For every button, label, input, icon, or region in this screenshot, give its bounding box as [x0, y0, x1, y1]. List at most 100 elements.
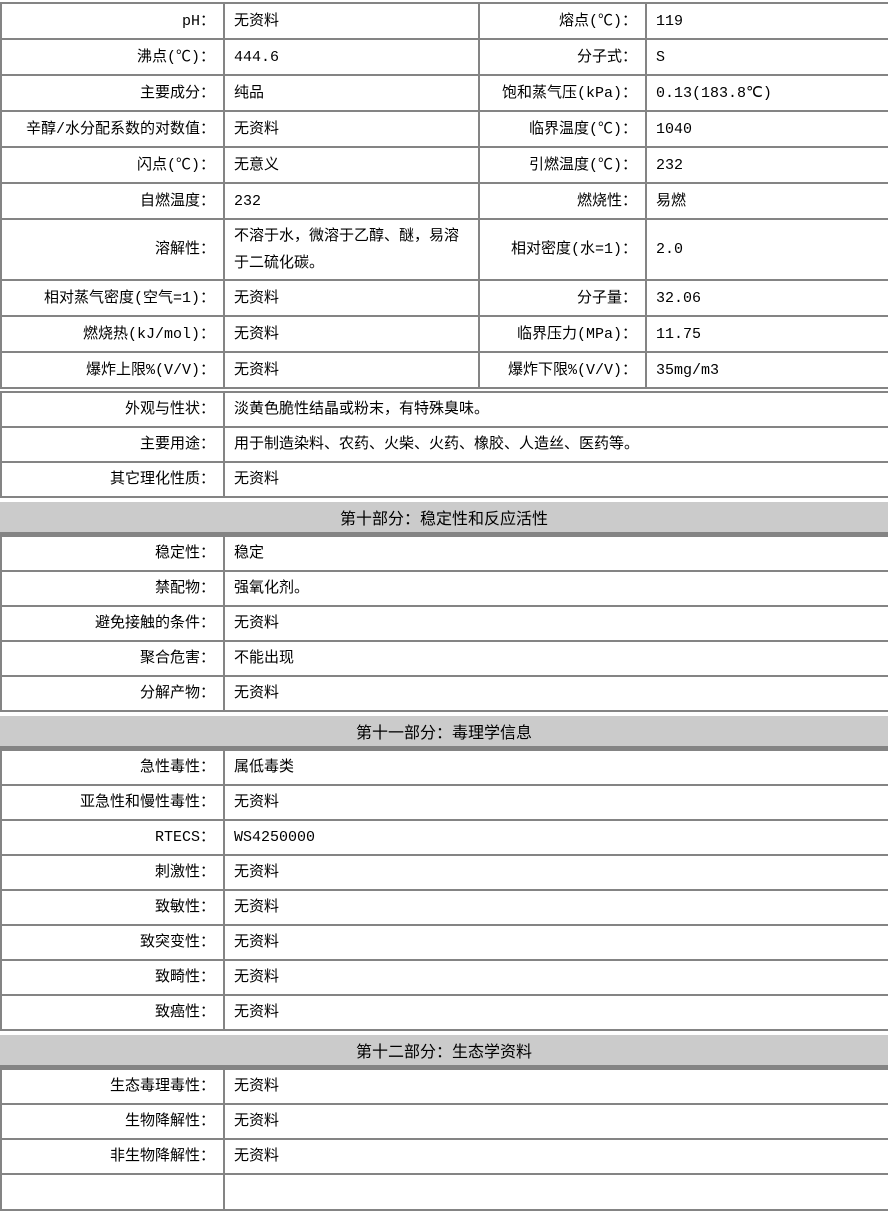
property-value: 119	[645, 2, 888, 40]
property-label: 饱和蒸气压(kPa)：	[478, 74, 647, 112]
property-label: 生物降解性：	[0, 1103, 225, 1140]
appearance-uses-table: 外观与性状： 淡黄色脆性结晶或粉末，有特殊臭味。 主要用途： 用于制造染料、农药…	[0, 391, 888, 498]
table-row: 相对蒸气密度(空气=1)： 无资料 分子量： 32.06	[0, 279, 888, 317]
property-label: 溶解性：	[0, 218, 225, 281]
property-label	[0, 1173, 225, 1211]
table-row: 聚合危害： 不能出现	[0, 640, 888, 677]
table-row: 主要用途： 用于制造染料、农药、火柴、火药、橡胶、人造丝、医药等。	[0, 426, 888, 463]
table-row: 刺激性： 无资料	[0, 854, 888, 891]
property-value: 淡黄色脆性结晶或粉末，有特殊臭味。	[223, 391, 888, 428]
table-row: 禁配物： 强氧化剂。	[0, 570, 888, 607]
table-row: 自燃温度： 232 燃烧性： 易燃	[0, 182, 888, 220]
section-header-part12: 第十二部分：生态学资料	[0, 1035, 888, 1068]
property-label: 熔点(℃)：	[478, 2, 647, 40]
property-label: 生态毒理毒性：	[0, 1068, 225, 1105]
table-row: 爆炸上限%(V/V)： 无资料 爆炸下限%(V/V)： 35mg/m3	[0, 351, 888, 389]
table-row: 闪点(℃)： 无意义 引燃温度(℃)： 232	[0, 146, 888, 184]
property-label: 禁配物：	[0, 570, 225, 607]
table-row: 生物降解性： 无资料	[0, 1103, 888, 1140]
property-value: 无意义	[223, 146, 480, 184]
property-label: 分子式：	[478, 38, 647, 76]
section-title: 第十一部分：毒理学信息	[355, 725, 532, 743]
property-value: 无资料	[223, 351, 480, 389]
table-row: pH： 无资料 熔点(℃)： 119	[0, 2, 888, 40]
section-title: 第十二部分：生态学资料	[355, 1044, 532, 1062]
property-value: 无资料	[223, 110, 480, 148]
table-row: 致敏性： 无资料	[0, 889, 888, 926]
property-value: 无资料	[223, 461, 888, 498]
property-label: 闪点(℃)：	[0, 146, 225, 184]
property-value: 无资料	[223, 605, 888, 642]
section-header-part11: 第十一部分：毒理学信息	[0, 716, 888, 749]
property-label: 避免接触的条件：	[0, 605, 225, 642]
section-title: 第十部分：稳定性和反应活性	[339, 511, 548, 529]
property-label: 聚合危害：	[0, 640, 225, 677]
table-row: 避免接触的条件： 无资料	[0, 605, 888, 642]
property-value: 11.75	[645, 315, 888, 353]
property-value: 无资料	[223, 854, 888, 891]
table-row: 稳定性： 稳定	[0, 535, 888, 572]
table-row: 致癌性： 无资料	[0, 994, 888, 1031]
property-value: 无资料	[223, 924, 888, 961]
table-row: 亚急性和慢性毒性： 无资料	[0, 784, 888, 821]
property-label: 沸点(℃)：	[0, 38, 225, 76]
table-row: 生态毒理毒性： 无资料	[0, 1068, 888, 1105]
property-label: RTECS：	[0, 819, 225, 856]
property-label: 分解产物：	[0, 675, 225, 712]
property-value: 444.6	[223, 38, 480, 76]
property-value: WS4250000	[223, 819, 888, 856]
property-value: 纯品	[223, 74, 480, 112]
property-label: 致敏性：	[0, 889, 225, 926]
property-value: 不能出现	[223, 640, 888, 677]
property-label: 刺激性：	[0, 854, 225, 891]
property-value: 易燃	[645, 182, 888, 220]
property-value: 无资料	[223, 784, 888, 821]
table-row: 沸点(℃)： 444.6 分子式： S	[0, 38, 888, 76]
table-row: 外观与性状： 淡黄色脆性结晶或粉末，有特殊臭味。	[0, 391, 888, 428]
property-label: 稳定性：	[0, 535, 225, 572]
property-value: 无资料	[223, 675, 888, 712]
property-label: 自燃温度：	[0, 182, 225, 220]
property-label: 致癌性：	[0, 994, 225, 1031]
property-value: 232	[223, 182, 480, 220]
property-value: 0.13(183.8℃)	[645, 74, 888, 112]
property-value: 无资料	[223, 315, 480, 353]
property-value: 稳定	[223, 535, 888, 572]
physical-properties-table: pH： 无资料 熔点(℃)： 119 沸点(℃)： 444.6 分子式： S 主…	[0, 2, 888, 389]
property-value	[223, 1173, 888, 1211]
property-label: 外观与性状：	[0, 391, 225, 428]
property-label: pH：	[0, 2, 225, 40]
stability-reactivity-table: 稳定性： 稳定 禁配物： 强氧化剂。 避免接触的条件： 无资料 聚合危害： 不能…	[0, 535, 888, 712]
property-label: 亚急性和慢性毒性：	[0, 784, 225, 821]
property-label: 临界温度(℃)：	[478, 110, 647, 148]
property-value: 无资料	[223, 1068, 888, 1105]
table-row: 辛醇/水分配系数的对数值： 无资料 临界温度(℃)： 1040	[0, 110, 888, 148]
property-label: 非生物降解性：	[0, 1138, 225, 1175]
toxicology-table: 急性毒性： 属低毒类 亚急性和慢性毒性： 无资料 RTECS： WS425000…	[0, 749, 888, 1031]
table-row: 主要成分： 纯品 饱和蒸气压(kPa)： 0.13(183.8℃)	[0, 74, 888, 112]
table-row: 致突变性： 无资料	[0, 924, 888, 961]
property-value: 1040	[645, 110, 888, 148]
property-value: 无资料	[223, 994, 888, 1031]
property-value: 35mg/m3	[645, 351, 888, 389]
table-row-clipped	[0, 1173, 888, 1211]
property-value: 32.06	[645, 279, 888, 317]
property-value: S	[645, 38, 888, 76]
property-label: 相对密度(水=1)：	[478, 218, 647, 281]
property-label: 燃烧性：	[478, 182, 647, 220]
property-label: 致畸性：	[0, 959, 225, 996]
property-value: 无资料	[223, 2, 480, 40]
property-label: 相对蒸气密度(空气=1)：	[0, 279, 225, 317]
table-row: 分解产物： 无资料	[0, 675, 888, 712]
property-value: 232	[645, 146, 888, 184]
property-value: 无资料	[223, 959, 888, 996]
property-label: 主要成分：	[0, 74, 225, 112]
table-row: 致畸性： 无资料	[0, 959, 888, 996]
property-label: 辛醇/水分配系数的对数值：	[0, 110, 225, 148]
property-value: 无资料	[223, 279, 480, 317]
property-value: 无资料	[223, 889, 888, 926]
property-label: 引燃温度(℃)：	[478, 146, 647, 184]
property-value: 属低毒类	[223, 749, 888, 786]
property-label: 爆炸下限%(V/V)：	[478, 351, 647, 389]
